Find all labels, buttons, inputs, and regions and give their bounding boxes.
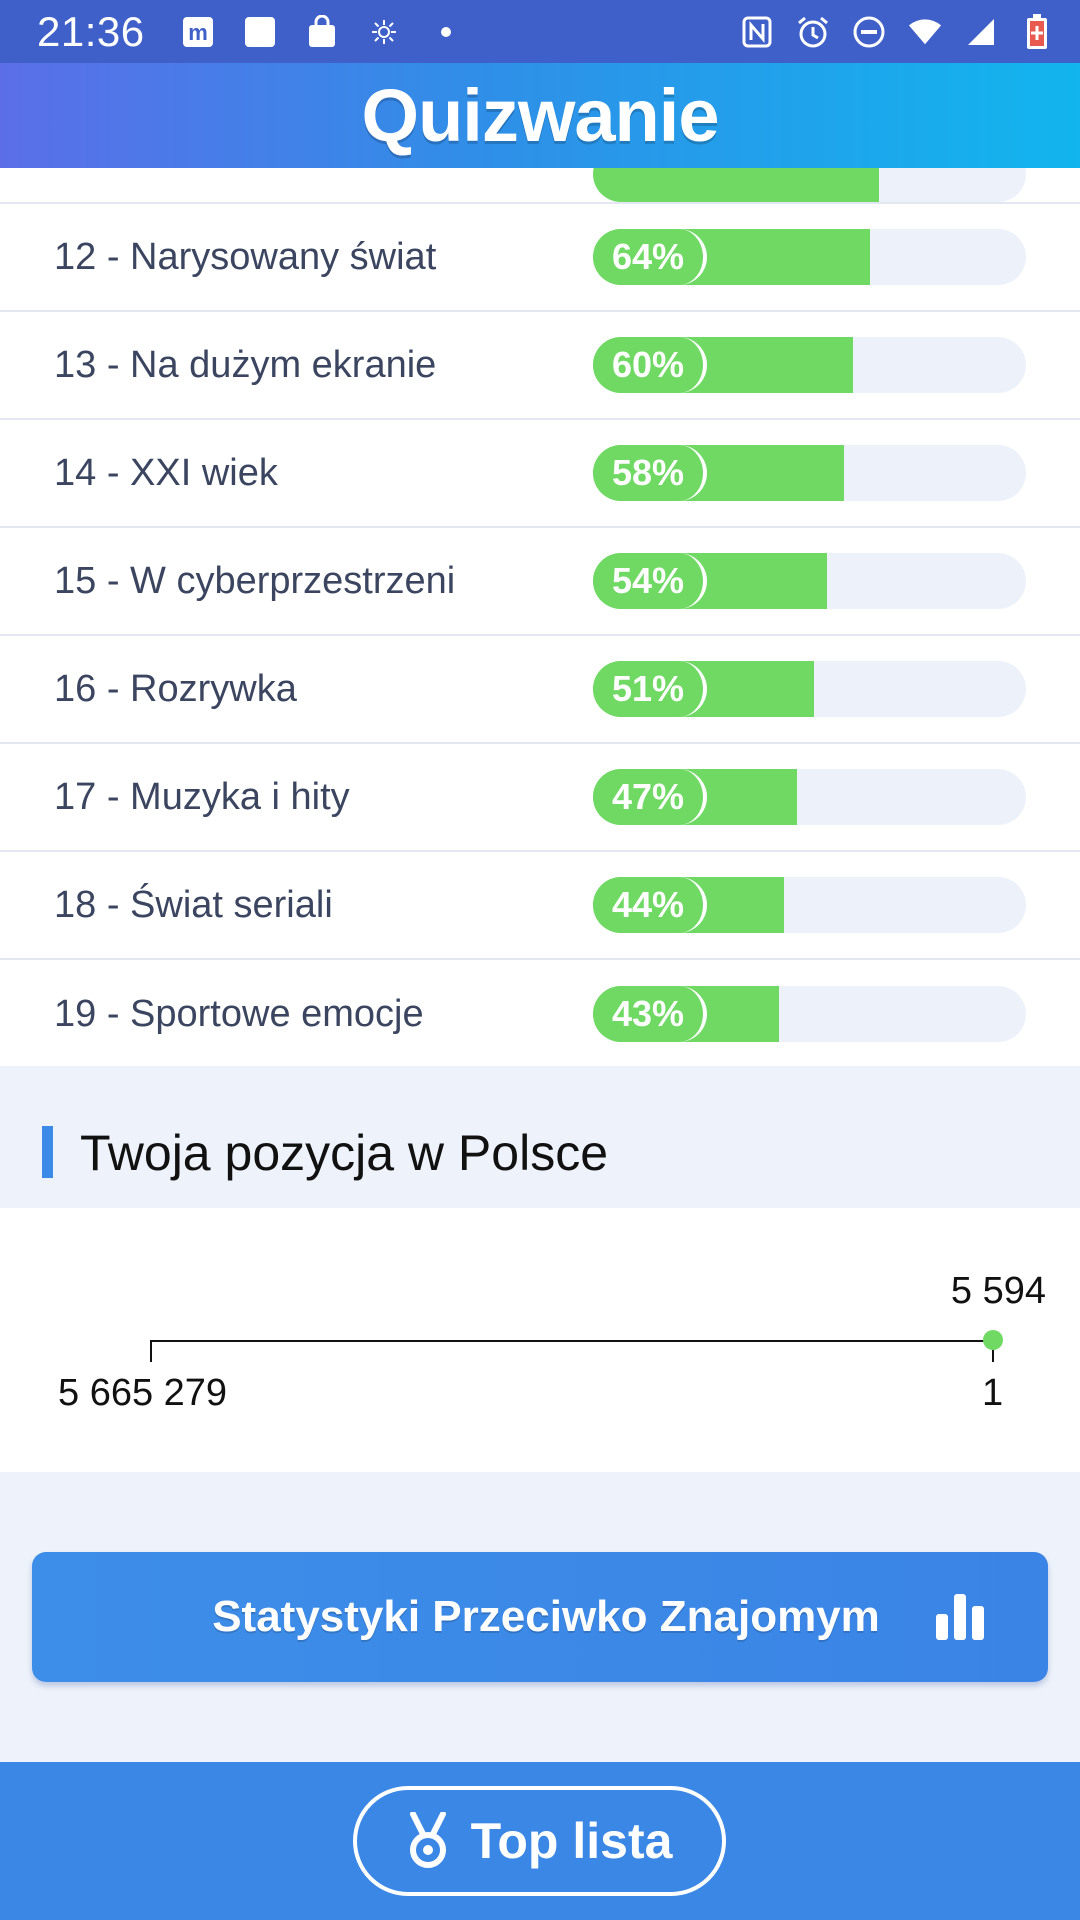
m-app-icon: m xyxy=(181,15,215,49)
category-label: 14 - XXI wiek xyxy=(54,451,278,494)
category-label: 13 - Na dużym ekranie xyxy=(54,343,437,386)
square-app-icon xyxy=(243,15,277,49)
partial-progress-track xyxy=(593,168,1026,202)
list-item: 14 - XXI wiek 58% xyxy=(0,420,1080,528)
bottom-bar: Top lista xyxy=(0,1762,1080,1920)
list-item: 17 - Muzyka i hity 47% xyxy=(0,744,1080,852)
progress-track: 43% xyxy=(593,986,1026,1042)
category-label: 18 - Świat seriali xyxy=(54,883,333,926)
category-label: 17 - Muzyka i hity xyxy=(54,775,350,818)
list-item: 15 - W cyberprzestrzeni 54% xyxy=(0,528,1080,636)
list-item: 16 - Rozrywka 51% xyxy=(0,636,1080,744)
category-label: 15 - W cyberprzestrzeni xyxy=(54,559,456,602)
top-list-button-label: Top lista xyxy=(470,1813,673,1869)
dot-icon xyxy=(429,15,463,49)
current-rank-value: 5 594 xyxy=(950,1270,1046,1312)
alarm-icon xyxy=(796,15,830,49)
progress-track: 51% xyxy=(593,661,1026,717)
partial-category-row xyxy=(0,168,1080,204)
rank-scale-tick-max xyxy=(992,1340,994,1362)
battery-icon xyxy=(1020,13,1054,49)
category-label: 16 - Rozrywka xyxy=(54,667,297,710)
top-list-button[interactable]: Top lista xyxy=(353,1786,726,1896)
list-item: 19 - Sportowe emocje 43% xyxy=(0,960,1080,1068)
percent-badge: 44% xyxy=(593,877,707,933)
category-label: 12 - Narysowany świat xyxy=(54,235,437,278)
section-accent-bar xyxy=(42,1126,53,1178)
percent-badge: 43% xyxy=(593,986,707,1042)
friends-stats-button[interactable]: Statystyki Przeciwko Znajomym xyxy=(32,1552,1048,1682)
shopping-bag-icon xyxy=(305,14,339,49)
list-item: 12 - Narysowany świat 64% xyxy=(0,204,1080,312)
percent-badge: 60% xyxy=(593,337,707,393)
nfc-icon xyxy=(740,15,774,49)
progress-track: 60% xyxy=(593,337,1026,393)
category-stats-list: 12 - Narysowany świat 64% 13 - Na dużym … xyxy=(0,204,1080,1068)
list-item: 13 - Na dużym ekranie 60% xyxy=(0,312,1080,420)
percent-badge: 58% xyxy=(593,445,707,501)
bar-chart-icon xyxy=(934,1592,986,1642)
rank-scale-min-label: 5 665 279 xyxy=(58,1372,228,1414)
notification-icons: m xyxy=(181,14,463,49)
rank-scale-tick-min xyxy=(150,1340,152,1362)
wifi-icon xyxy=(908,15,942,49)
medal-icon xyxy=(407,1811,449,1870)
percent-badge: 64% xyxy=(593,229,707,285)
list-item: 18 - Świat seriali 44% xyxy=(0,852,1080,960)
app-header: Quizwanie xyxy=(0,63,1080,168)
section-title: Twoja pozycja w Polsce xyxy=(80,1125,609,1181)
do-not-disturb-icon xyxy=(852,15,886,49)
app-title: Quizwanie xyxy=(361,74,720,157)
percent-badge: 54% xyxy=(593,553,707,609)
percent-badge: 51% xyxy=(593,661,707,717)
svg-text:m: m xyxy=(188,20,208,45)
ranking-panel: 5 594 5 665 279 1 xyxy=(0,1208,1080,1472)
ranking-section-header: Twoja pozycja w Polsce xyxy=(0,1066,1080,1208)
category-label: 19 - Sportowe emocje xyxy=(54,992,424,1035)
rank-position-marker xyxy=(983,1330,1003,1350)
progress-track: 54% xyxy=(593,553,1026,609)
progress-track: 58% xyxy=(593,445,1026,501)
status-bar: 21:36 m xyxy=(0,0,1080,63)
progress-track: 47% xyxy=(593,769,1026,825)
friends-stats-button-label: Statystyki Przeciwko Znajomym xyxy=(212,1592,880,1641)
sun-icon xyxy=(367,15,401,49)
progress-track: 44% xyxy=(593,877,1026,933)
system-icons xyxy=(740,13,1054,49)
percent-badge: 47% xyxy=(593,769,707,825)
rank-scale-max-label: 1 xyxy=(982,1372,1004,1414)
rank-scale-line xyxy=(150,1340,994,1342)
partial-progress-fill xyxy=(593,168,879,202)
progress-track: 64% xyxy=(593,229,1026,285)
signal-icon xyxy=(964,15,998,49)
status-time: 21:36 xyxy=(37,7,145,55)
